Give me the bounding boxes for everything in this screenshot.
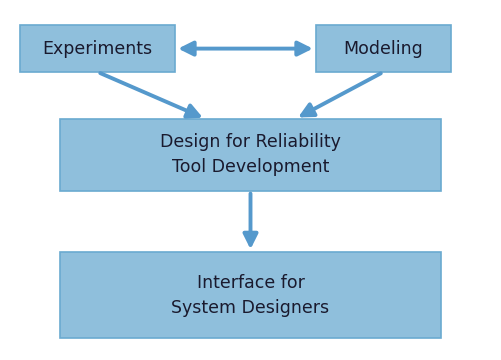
FancyBboxPatch shape xyxy=(60,252,441,338)
FancyBboxPatch shape xyxy=(316,25,451,72)
Text: Interface for
System Designers: Interface for System Designers xyxy=(171,274,330,317)
Text: Modeling: Modeling xyxy=(343,40,423,58)
Text: Experiments: Experiments xyxy=(43,40,153,58)
FancyBboxPatch shape xyxy=(20,25,175,72)
Text: Design for Reliability
Tool Development: Design for Reliability Tool Development xyxy=(160,133,341,176)
FancyBboxPatch shape xyxy=(60,119,441,191)
